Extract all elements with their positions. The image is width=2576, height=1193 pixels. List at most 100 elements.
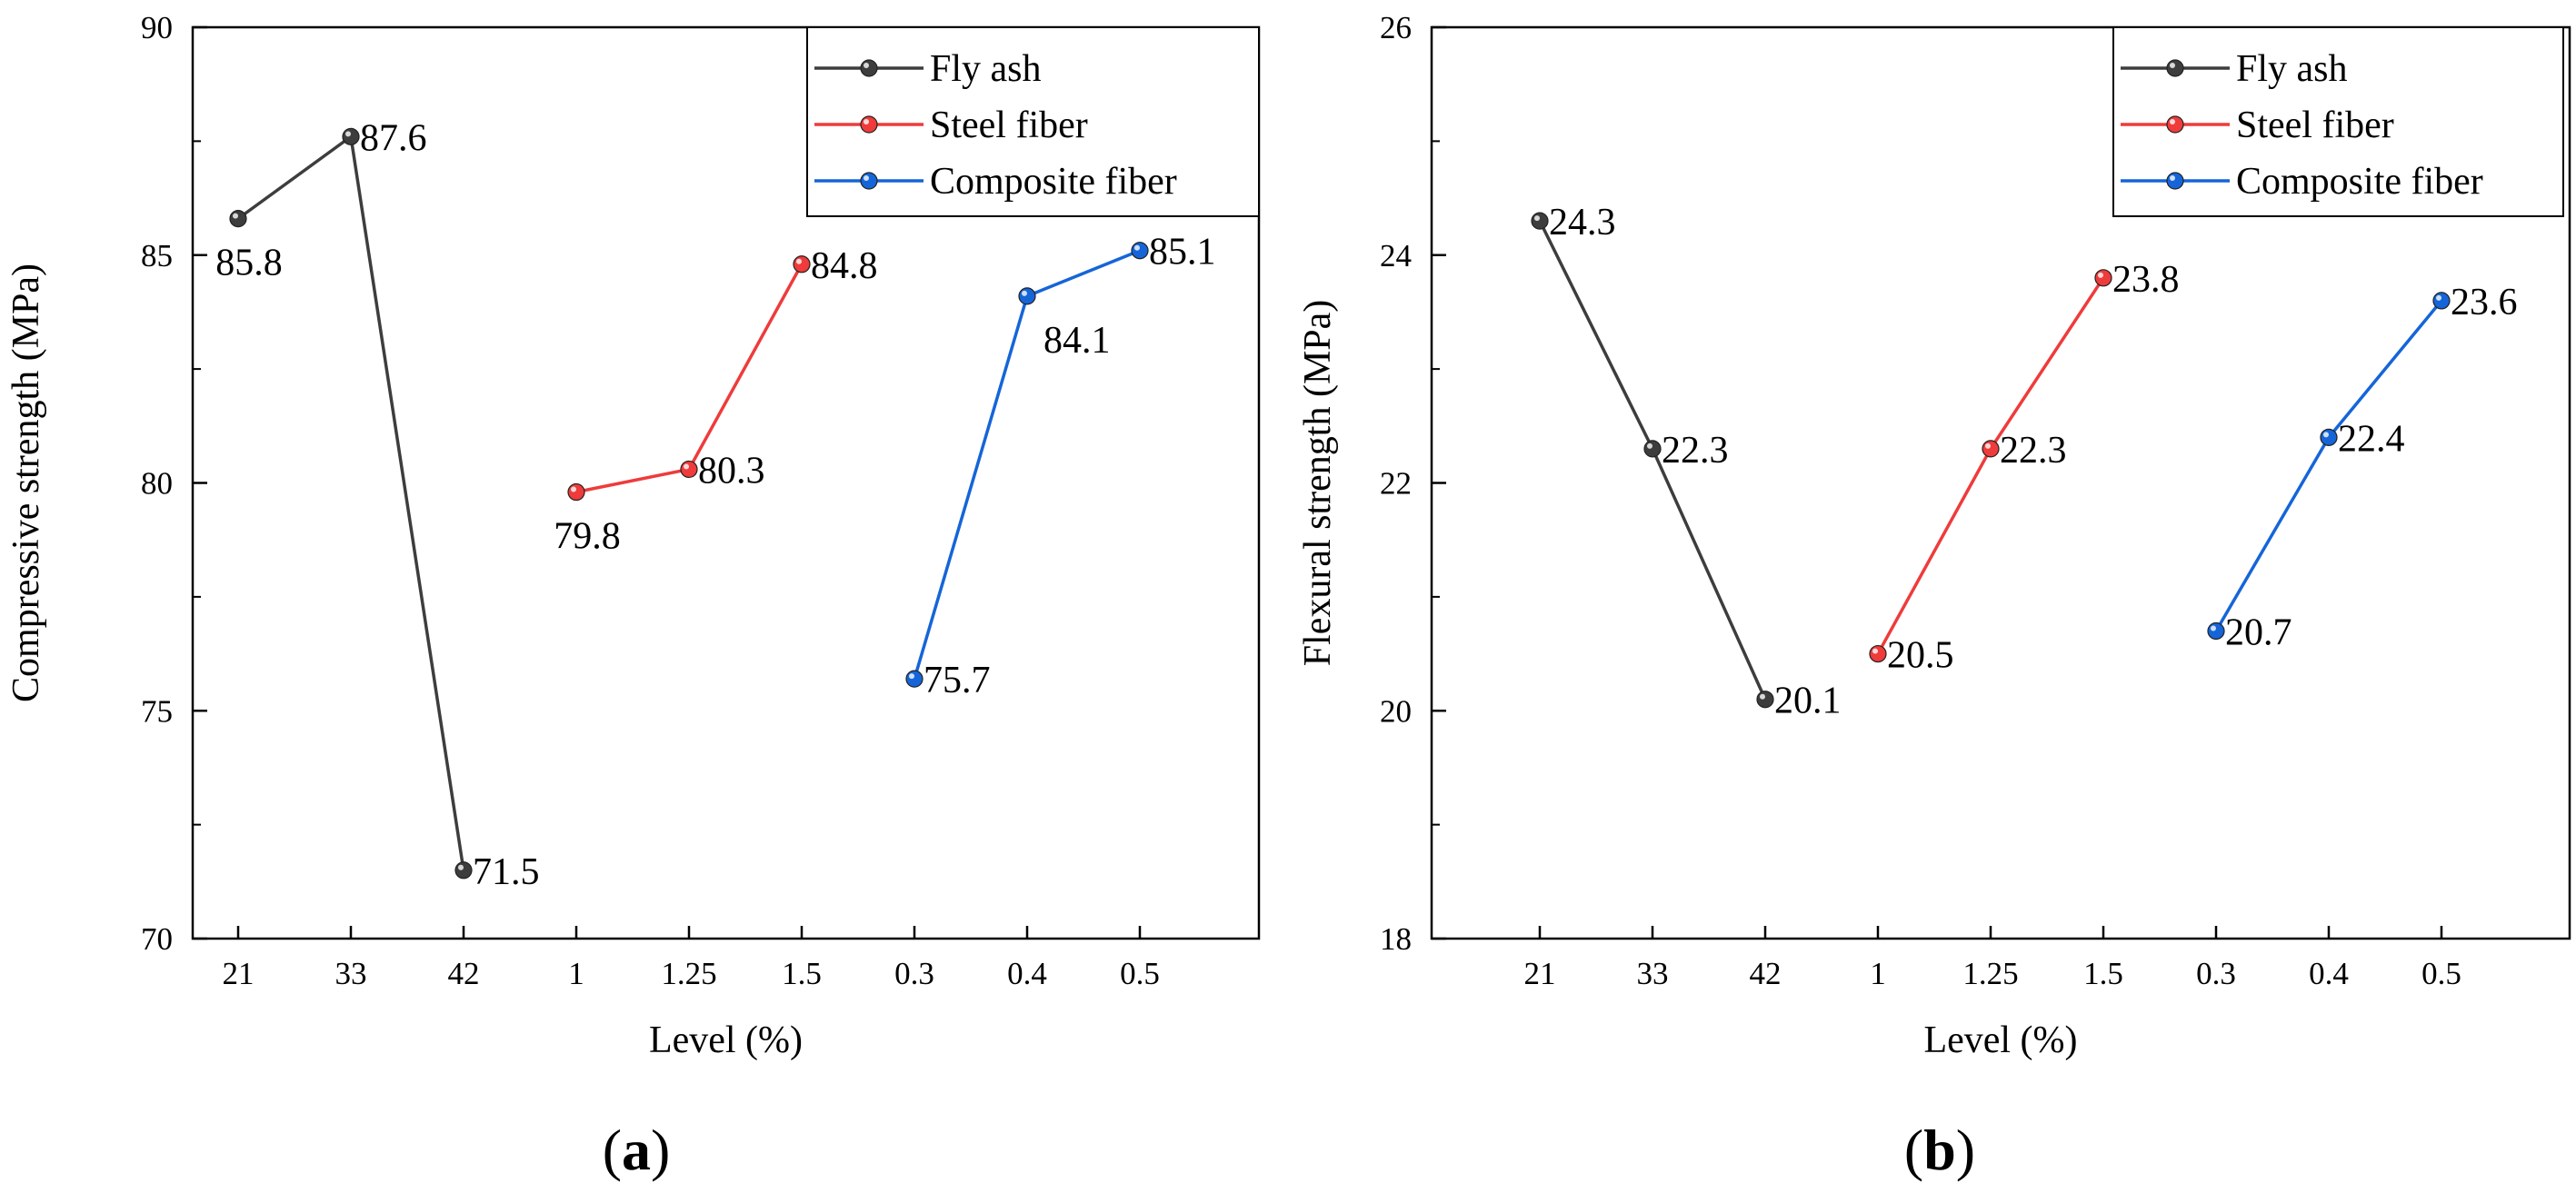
series-line-composite-fiber bbox=[2214, 299, 2443, 632]
data-point bbox=[1131, 242, 1149, 260]
y-tick-label: 24 bbox=[1380, 238, 1412, 273]
data-label: 23.8 bbox=[2112, 259, 2180, 301]
series-line-composite-fiber bbox=[913, 249, 1141, 680]
x-tick-label: 0.3 bbox=[2196, 956, 2236, 991]
data-point-highlight bbox=[1760, 693, 1765, 700]
panel-letter: b bbox=[1923, 1118, 1956, 1182]
data-label: 20.7 bbox=[2225, 611, 2292, 653]
legend-swatch-marker bbox=[860, 172, 878, 190]
legend-swatch-highlight bbox=[2170, 175, 2175, 181]
data-label: 79.8 bbox=[554, 516, 621, 558]
x-tick-label: 21 bbox=[1524, 956, 1556, 991]
series-line-steel-fiber bbox=[575, 263, 804, 494]
data-point bbox=[2432, 292, 2451, 310]
data-point-highlight bbox=[2323, 432, 2329, 438]
data-point-highlight bbox=[458, 864, 464, 870]
data-label: 85.8 bbox=[215, 243, 283, 284]
data-point-highlight bbox=[2098, 272, 2103, 278]
y-tick-label: 18 bbox=[1380, 921, 1412, 957]
legend-swatch-marker bbox=[860, 115, 878, 134]
data-label: 84.1 bbox=[1043, 320, 1111, 362]
x-tick-label: 1.5 bbox=[2083, 956, 2123, 991]
x-tick-label: 0.5 bbox=[1120, 956, 1160, 991]
x-tick-label: 1.25 bbox=[661, 956, 716, 991]
data-point-highlight bbox=[909, 673, 914, 680]
data-point-highlight bbox=[571, 486, 576, 492]
x-tick-label: 1 bbox=[1870, 956, 1886, 991]
y-axis-title: Compressive strength (MPa) bbox=[5, 263, 47, 702]
panel-paren: ) bbox=[1956, 1118, 1975, 1182]
x-tick-label: 33 bbox=[335, 956, 367, 991]
series-line-fly-ash bbox=[1538, 220, 1767, 701]
legend-entry-label: Composite fiber bbox=[930, 161, 1177, 203]
data-point bbox=[1643, 440, 1662, 458]
panel-paren: ( bbox=[603, 1118, 622, 1182]
legend-swatch-marker bbox=[2166, 59, 2184, 77]
y-tick-label: 80 bbox=[141, 466, 173, 502]
data-point-highlight bbox=[345, 131, 351, 137]
y-tick-label: 20 bbox=[1380, 693, 1412, 729]
data-point-highlight bbox=[684, 463, 689, 470]
legend-box bbox=[806, 26, 1260, 217]
data-label: 71.5 bbox=[473, 851, 540, 893]
panel-paren: ) bbox=[651, 1118, 670, 1182]
y-tick-label: 70 bbox=[141, 921, 173, 957]
legend-swatch-marker bbox=[2166, 115, 2184, 134]
data-point-highlight bbox=[2436, 294, 2441, 301]
data-point bbox=[2320, 428, 2338, 446]
data-label: 24.3 bbox=[1549, 202, 1616, 244]
x-tick-label: 21 bbox=[223, 956, 255, 991]
y-tick-label: 26 bbox=[1380, 10, 1412, 45]
data-point-highlight bbox=[233, 213, 238, 219]
data-point bbox=[1018, 287, 1036, 305]
series-line-steel-fiber bbox=[1876, 276, 2105, 655]
data-label: 20.1 bbox=[1774, 681, 1842, 722]
x-tick-label: 1.5 bbox=[782, 956, 822, 991]
x-tick-label: 42 bbox=[448, 956, 480, 991]
data-label: 23.6 bbox=[2451, 282, 2518, 323]
panel-paren: ( bbox=[1904, 1118, 1923, 1182]
y-tick-label: 75 bbox=[141, 693, 173, 729]
data-point-highlight bbox=[1134, 244, 1140, 251]
x-tick-label: 0.3 bbox=[894, 956, 934, 991]
legend-entry-label: Fly ash bbox=[930, 48, 1042, 90]
data-point bbox=[793, 255, 811, 273]
x-tick-label: 33 bbox=[1637, 956, 1669, 991]
data-point-highlight bbox=[1985, 442, 1991, 449]
data-label: 22.3 bbox=[2000, 430, 2067, 472]
data-point-highlight bbox=[1647, 442, 1652, 449]
data-point bbox=[1756, 691, 1774, 709]
data-point bbox=[342, 127, 360, 145]
data-point bbox=[1531, 212, 1549, 230]
data-point bbox=[229, 210, 247, 228]
data-label: 75.7 bbox=[924, 660, 991, 701]
data-point bbox=[1982, 440, 2000, 458]
x-tick-label: 1.25 bbox=[1962, 956, 2018, 991]
data-point bbox=[1869, 644, 1887, 663]
legend-swatch-highlight bbox=[864, 175, 869, 181]
legend-swatch-highlight bbox=[864, 119, 869, 124]
x-tick-label: 0.4 bbox=[1007, 956, 1047, 991]
data-point-highlight bbox=[1872, 648, 1878, 654]
legend-entry-label: Composite fiber bbox=[2236, 161, 2483, 203]
data-point bbox=[2094, 269, 2112, 287]
x-axis-title: Level (%) bbox=[1923, 1019, 2077, 1061]
x-tick-label: 0.4 bbox=[2309, 956, 2349, 991]
x-tick-label: 0.5 bbox=[2421, 956, 2461, 991]
legend-swatch-highlight bbox=[864, 63, 869, 68]
legend-entry-label: Steel fiber bbox=[930, 104, 1088, 146]
panel-letter: a bbox=[622, 1118, 651, 1182]
legend-swatch-marker bbox=[2166, 172, 2184, 190]
data-point-highlight bbox=[796, 258, 802, 264]
x-axis-title: Level (%) bbox=[649, 1019, 803, 1061]
legend-entry-label: Steel fiber bbox=[2236, 104, 2394, 146]
x-tick-label: 1 bbox=[568, 956, 584, 991]
data-point bbox=[905, 670, 924, 688]
legend-swatch-highlight bbox=[2170, 63, 2175, 68]
data-point bbox=[567, 482, 585, 502]
legend-swatch-highlight bbox=[2170, 119, 2175, 124]
x-tick-label: 42 bbox=[1750, 956, 1782, 991]
data-point bbox=[454, 861, 473, 880]
y-axis-title: Flexural strength (MPa) bbox=[1297, 300, 1339, 667]
